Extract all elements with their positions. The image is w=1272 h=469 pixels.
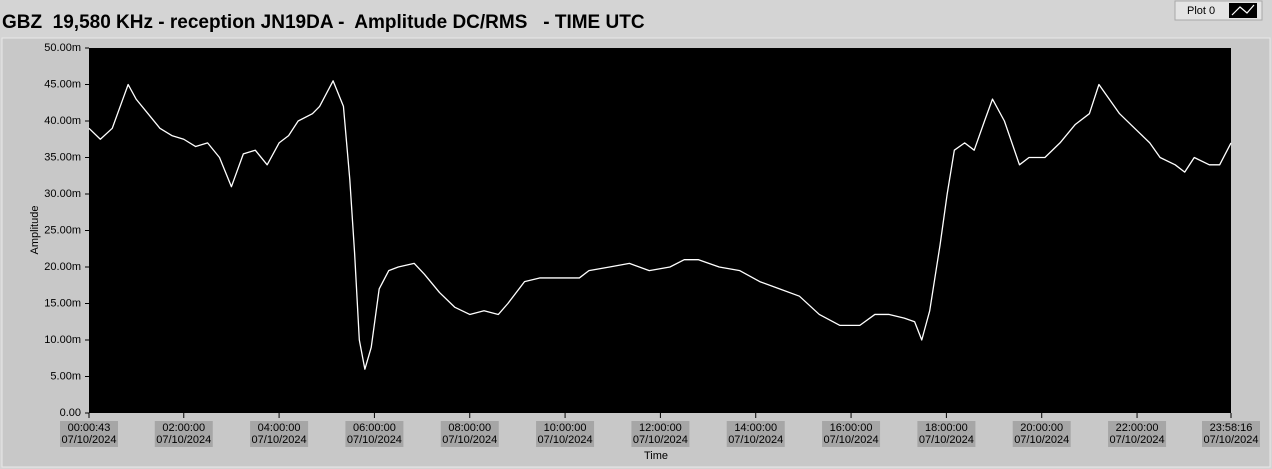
x-tick-label-bg [536, 421, 595, 447]
x-tick-label-bg [250, 421, 309, 447]
x-tick-date: 07/10/2024 [252, 434, 307, 446]
legend-label: Plot 0 [1187, 5, 1215, 17]
x-tick-date: 07/10/2024 [1110, 434, 1165, 446]
y-tick-label: 50.00m [44, 42, 81, 54]
y-tick-label: 40.00m [44, 115, 81, 127]
x-tick-label-bg [1012, 421, 1071, 447]
y-tick-label: 5.00m [50, 370, 81, 382]
x-tick-label-bg [917, 421, 976, 447]
y-tick-label: 45.00m [44, 78, 81, 90]
x-tick-date: 07/10/2024 [1203, 434, 1258, 446]
y-tick-label: 10.00m [44, 334, 81, 346]
y-tick-label: 30.00m [44, 188, 81, 200]
x-tick-time: 16:00:00 [830, 422, 873, 434]
y-tick-label: 35.00m [44, 151, 81, 163]
x-tick-time: 02:00:00 [162, 422, 205, 434]
x-tick-time: 14:00:00 [734, 422, 777, 434]
y-tick-label: 20.00m [44, 261, 81, 273]
x-tick-time: 18:00:00 [925, 422, 968, 434]
plot-area [89, 48, 1231, 413]
x-tick-date: 07/10/2024 [633, 434, 688, 446]
x-tick-label-bg [1202, 421, 1260, 447]
x-tick-date: 07/10/2024 [61, 434, 116, 446]
x-tick-time: 00:00:43 [68, 422, 111, 434]
x-tick-label-bg [1108, 421, 1167, 447]
legend-swatch [1231, 4, 1255, 16]
x-tick-time: 12:00:00 [639, 422, 682, 434]
x-tick-time: 22:00:00 [1116, 422, 1159, 434]
x-tick-label-bg [631, 421, 690, 447]
x-tick-date: 07/10/2024 [728, 434, 783, 446]
x-tick-date: 07/10/2024 [156, 434, 211, 446]
y-tick-label: 15.00m [44, 297, 81, 309]
x-tick-label-bg [440, 421, 499, 447]
x-tick-date: 07/10/2024 [1014, 434, 1069, 446]
x-tick-time: 20:00:00 [1020, 422, 1063, 434]
x-tick-date: 07/10/2024 [919, 434, 974, 446]
x-tick-label-bg [154, 421, 213, 447]
x-tick-date: 07/10/2024 [347, 434, 402, 446]
x-tick-date: 07/10/2024 [538, 434, 593, 446]
data-line [88, 80, 1232, 370]
x-tick-time: 04:00:00 [258, 422, 301, 434]
x-tick-label-bg [726, 421, 785, 447]
x-tick-time: 08:00:00 [448, 422, 491, 434]
legend-swatch-bg [1229, 3, 1257, 18]
x-tick-label-bg [60, 421, 118, 447]
x-tick-time: 23:58:16 [1210, 422, 1253, 434]
y-tick-label: 25.00m [44, 224, 81, 236]
x-axis-label: Time [644, 450, 668, 462]
y-axis-label: Amplitude [29, 206, 41, 255]
x-tick-label-bg [822, 421, 881, 447]
x-tick-time: 06:00:00 [353, 422, 396, 434]
x-tick-label-bg [345, 421, 404, 447]
y-tick-label: 0.00 [60, 407, 81, 419]
x-tick-time: 10:00:00 [544, 422, 587, 434]
chart-title: GBZ 19,580 KHz - reception JN19DA - Ampl… [2, 12, 645, 33]
x-tick-date: 07/10/2024 [824, 434, 879, 446]
x-tick-date: 07/10/2024 [442, 434, 497, 446]
